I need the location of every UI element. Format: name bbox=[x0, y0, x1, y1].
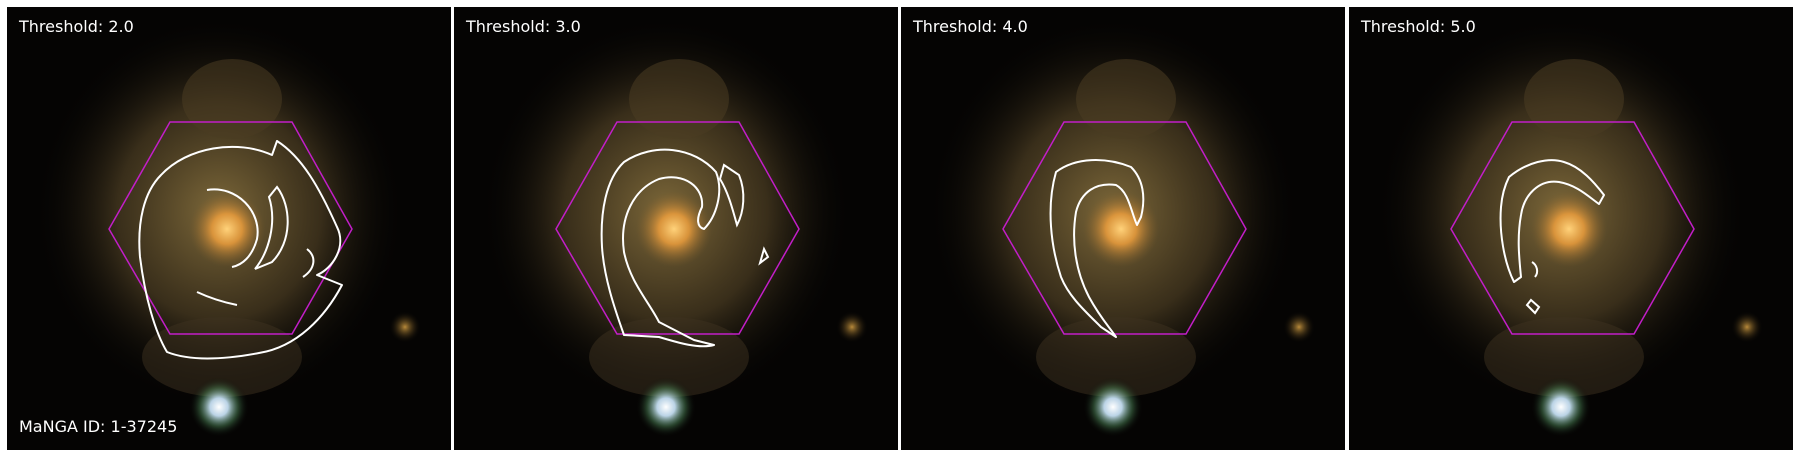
arm-contour bbox=[1049, 159, 1145, 338]
galaxy-core bbox=[1083, 191, 1159, 267]
companion-galaxy bbox=[389, 311, 421, 343]
galaxy-image bbox=[901, 7, 1345, 450]
threshold-label: Threshold: 3.0 bbox=[466, 17, 581, 36]
manga-id-label: MaNGA ID: 1-37245 bbox=[19, 417, 178, 436]
arm-contour bbox=[758, 246, 770, 266]
arm-contour bbox=[206, 188, 259, 268]
companion-galaxy bbox=[1731, 311, 1763, 343]
panel-threshold-4: Threshold: 4.0 bbox=[901, 7, 1345, 450]
foreground-star bbox=[636, 377, 696, 437]
foreground-star bbox=[1083, 377, 1143, 437]
galaxy-lower-arm bbox=[1484, 317, 1644, 397]
ifu-hexagon bbox=[555, 121, 800, 335]
threshold-label: Threshold: 2.0 bbox=[19, 17, 134, 36]
galaxy-core bbox=[189, 191, 265, 267]
foreground-star bbox=[1531, 377, 1591, 437]
ifu-hexagon bbox=[1450, 121, 1695, 335]
galaxy-image bbox=[454, 7, 898, 450]
foreground-star bbox=[189, 377, 249, 437]
arm-contour bbox=[254, 185, 289, 270]
companion-galaxy bbox=[836, 311, 868, 343]
panel-threshold-5: Threshold: 5.0 bbox=[1349, 7, 1793, 450]
galaxy-lower-arm bbox=[1036, 317, 1196, 397]
panel-threshold-2: Threshold: 2.0 MaNGA ID: 1-37245 bbox=[7, 7, 451, 450]
companion-galaxy bbox=[1283, 311, 1315, 343]
ifu-hexagon bbox=[1002, 121, 1247, 335]
arm-contour bbox=[1531, 261, 1539, 278]
galaxy-image bbox=[7, 7, 451, 450]
ifu-hexagon bbox=[108, 121, 353, 335]
galaxy-image bbox=[1349, 7, 1793, 450]
galaxy-upper-arm bbox=[629, 59, 729, 139]
arm-contour bbox=[196, 291, 238, 306]
arm-contour bbox=[302, 248, 315, 278]
galaxy-lower-arm bbox=[589, 317, 749, 397]
galaxy-upper-arm bbox=[1524, 59, 1624, 139]
arm-contour bbox=[138, 140, 343, 360]
galaxy-upper-arm bbox=[182, 59, 282, 139]
arm-contour bbox=[600, 148, 721, 348]
arm-contour bbox=[1525, 298, 1541, 315]
galaxy-upper-arm bbox=[1076, 59, 1176, 139]
panel-threshold-3: Threshold: 3.0 bbox=[454, 7, 898, 450]
threshold-label: Threshold: 5.0 bbox=[1361, 17, 1476, 36]
arm-contour bbox=[1499, 159, 1605, 283]
arm-contour bbox=[718, 163, 745, 228]
galaxy-core bbox=[1531, 191, 1607, 267]
threshold-label: Threshold: 4.0 bbox=[913, 17, 1028, 36]
galaxy-core bbox=[636, 191, 712, 267]
